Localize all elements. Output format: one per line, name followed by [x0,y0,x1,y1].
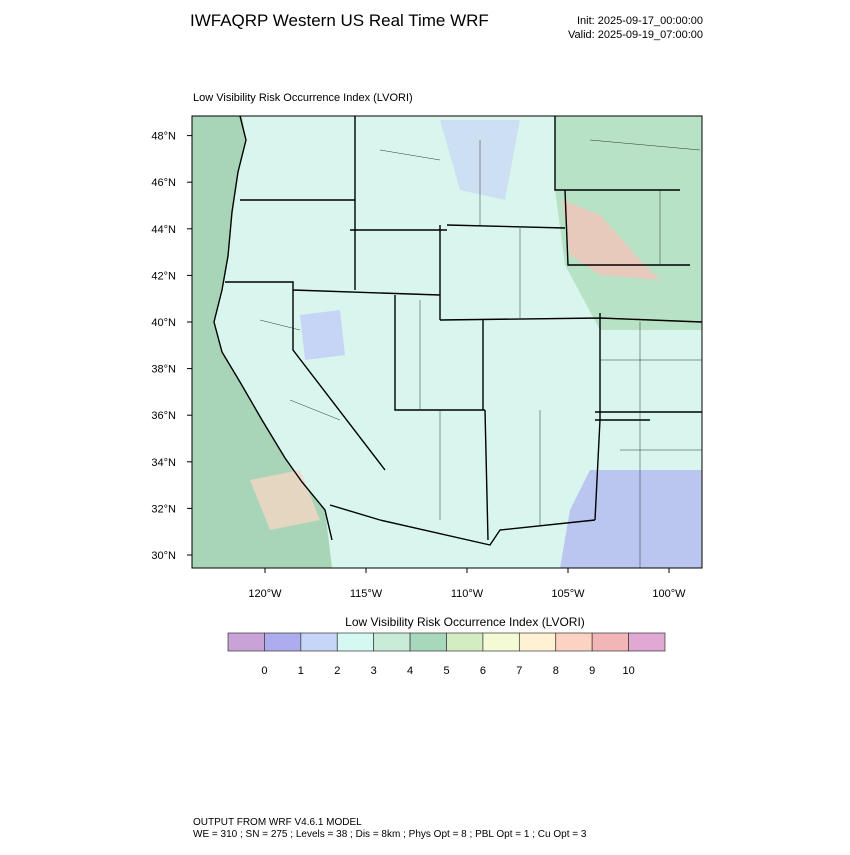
colorbar-label: 1 [298,665,304,677]
colorbar-box [373,632,411,652]
colorbar-box [518,632,557,652]
lat-label: 46°N [151,177,176,189]
lat-label: 32°N [151,503,176,515]
colorbar-box [555,632,593,652]
colorbar-box [628,632,666,652]
colorbar-box [591,632,629,652]
lat-label: 40°N [151,317,176,329]
lat-label: 36°N [151,410,176,422]
colorbar-box [482,632,520,652]
lon-label: 115°W [350,588,383,600]
lat-label: 30°N [151,550,176,562]
colorbar-box [300,632,338,652]
lat-label: 48°N [151,131,176,143]
map [191,115,703,569]
colorbar-label: 9 [589,665,595,677]
colorbar-label: 6 [480,665,486,677]
title: IWFAQRP Western US Real Time WRF [190,11,489,30]
lat-label: 34°N [151,457,176,469]
colorbar-label: 10 [622,665,634,677]
colorbar-box [227,632,265,652]
init-time: Init: 2025-09-17_00:00:00 [577,15,703,27]
colorbar-label: 2 [334,665,340,677]
colorbar-box [446,632,484,652]
lon-label: 110°W [451,588,484,600]
lon-label: 120°W [248,588,282,600]
footer-line: OUTPUT FROM WRF V4.6.1 MODEL [193,817,362,828]
colorbar-label: 4 [407,665,413,677]
footer-line: WE = 310 ; SN = 275 ; Levels = 38 ; Dis … [193,829,587,840]
lat-label: 38°N [151,364,176,376]
colorbar-box [409,632,447,652]
colorbar-label: 3 [371,665,377,677]
lon-label: 105°W [551,588,585,600]
valid-time: Valid: 2025-09-19_07:00:00 [568,29,703,41]
colorbar-box [336,632,375,652]
colorbar-label: 5 [443,665,449,677]
colorbar-label: 7 [516,665,522,677]
colorbar-title: Low Visibility Risk Occurrence Index (LV… [345,615,585,629]
lon-label: 100°W [652,588,686,600]
colorbar-label: 8 [553,665,559,677]
map-title: Low Visibility Risk Occurrence Index (LV… [193,92,413,104]
lat-label: 42°N [151,270,176,282]
lat-label: 44°N [151,224,176,236]
colorbar-box [264,632,302,652]
colorbar-label: 0 [261,665,267,677]
